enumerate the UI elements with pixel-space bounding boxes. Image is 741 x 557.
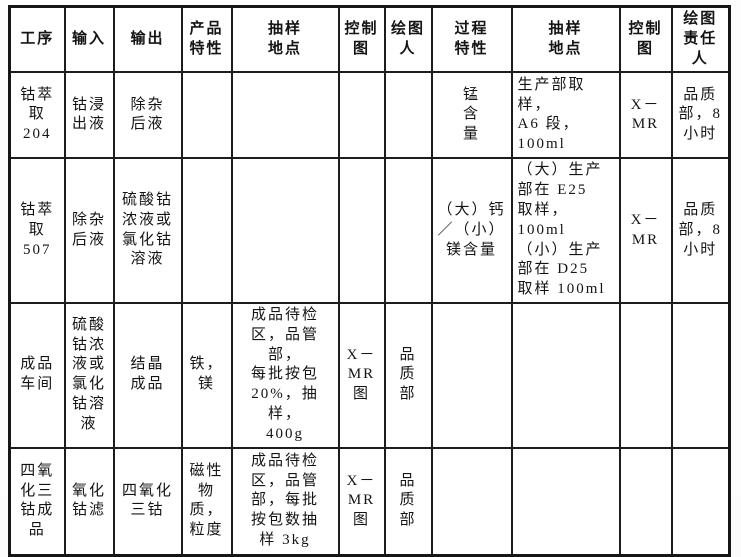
cell-input: 除杂 后液: [63, 157, 115, 304]
cell-chart-maker: [383, 71, 433, 160]
cell-output: 四氧化 三钴: [112, 446, 183, 557]
header-product-characteristic: 产品 特性: [180, 5, 233, 74]
cell-process-characteristic: [430, 446, 513, 557]
cell-process-characteristic: [430, 301, 513, 449]
cell-process: 钴萃 取 507: [8, 157, 66, 304]
header-input: 输入: [63, 5, 115, 74]
cell-sampling-location-1: [230, 157, 340, 304]
cell-process: 钴萃 取 204: [8, 71, 66, 160]
cell-sampling-location-2: [510, 301, 621, 449]
header-control-chart-1: 控制 图: [337, 5, 386, 74]
cell-control-chart-2: [618, 301, 673, 449]
cell-chart-responsible: [670, 301, 731, 449]
cell-input: 钴浸 出液: [63, 71, 115, 160]
cell-input: 氧化 钴滤: [63, 446, 115, 557]
cell-chart-maker: 品 质 部: [383, 301, 433, 449]
cell-process: 成品 车间: [8, 301, 66, 449]
cell-control-chart-1: [337, 157, 386, 304]
header-chart-maker: 绘图 人: [383, 5, 433, 74]
cell-control-chart-2: [618, 446, 673, 557]
cell-chart-maker: 品 质 部: [383, 446, 433, 557]
cell-sampling-location-1: 成品待检 区，品管部， 每批按包 20%，抽样， 400g: [230, 301, 340, 449]
cell-product-characteristic: 铁， 镁: [180, 301, 233, 449]
cell-product-characteristic: 磁性 物质， 粒度: [180, 446, 233, 557]
cell-process: 四氧 化三 钴成 品: [8, 446, 66, 557]
header-process: 工序: [8, 5, 66, 74]
cell-control-chart-2: X－ MR: [618, 71, 673, 160]
cell-sampling-location-1: 成品待检 区，品管 部，每批 按包数抽 样 3kg: [230, 446, 340, 557]
document-page: 工序 输入 输出 产品 特性 抽样 地点 控制 图 绘图 人 过程 特性 抽样 …: [8, 5, 731, 557]
process-control-table: 工序 输入 输出 产品 特性 抽样 地点 控制 图 绘图 人 过程 特性 抽样 …: [8, 5, 731, 557]
cell-chart-maker: [383, 157, 433, 304]
cell-chart-responsible: [670, 446, 731, 557]
table-row: 钴萃 取 507 除杂 后液 硫酸钴 浓液或 氯化钴 溶液 （大）钙 ／（小） …: [8, 157, 731, 304]
header-process-characteristic: 过程 特性: [430, 5, 513, 74]
table-row: 钴萃 取 204 钴浸 出液 除杂 后液 锰 含 量 生产部取 样， A6 段，…: [8, 71, 731, 160]
table-row: 四氧 化三 钴成 品 氧化 钴滤 四氧化 三钴 磁性 物质， 粒度 成品待检 区…: [8, 446, 731, 557]
cell-sampling-location-2: 生产部取 样， A6 段， 100ml: [510, 71, 621, 160]
cell-output: 结晶 成品: [112, 301, 183, 449]
header-chart-responsible: 绘图 责任人: [670, 5, 731, 74]
cell-sampling-location-2: [510, 446, 621, 557]
header-row: 工序 输入 输出 产品 特性 抽样 地点 控制 图 绘图 人 过程 特性 抽样 …: [8, 5, 731, 74]
header-sampling-location-1: 抽样 地点: [230, 5, 340, 74]
header-control-chart-2: 控制 图: [618, 5, 673, 74]
cell-control-chart-1: X－ MR 图: [337, 446, 386, 557]
cell-sampling-location-1: [230, 71, 340, 160]
cell-sampling-location-2: （大）生产 部在 E25 取样，100ml （小）生产 部在 D25 取样 10…: [510, 157, 621, 304]
cell-product-characteristic: [180, 157, 233, 304]
cell-process-characteristic: （大）钙 ／（小） 镁含量: [430, 157, 513, 304]
cell-control-chart-1: [337, 71, 386, 160]
cell-control-chart-2: X－ MR: [618, 157, 673, 304]
cell-product-characteristic: [180, 71, 233, 160]
header-output: 输出: [112, 5, 183, 74]
cell-control-chart-1: X－ MR 图: [337, 301, 386, 449]
cell-output: 硫酸钴 浓液或 氯化钴 溶液: [112, 157, 183, 304]
cell-input: 硫酸 钴浓 液或 氯化 钴溶 液: [63, 301, 115, 449]
cell-chart-responsible: 品质 部，8 小时: [670, 157, 731, 304]
header-sampling-location-2: 抽样 地点: [510, 5, 621, 74]
cell-output: 除杂 后液: [112, 71, 183, 160]
cell-process-characteristic: 锰 含 量: [430, 71, 513, 160]
table-row: 成品 车间 硫酸 钴浓 液或 氯化 钴溶 液 结晶 成品 铁， 镁 成品待检 区…: [8, 301, 731, 449]
cell-chart-responsible: 品质 部，8 小时: [670, 71, 731, 160]
